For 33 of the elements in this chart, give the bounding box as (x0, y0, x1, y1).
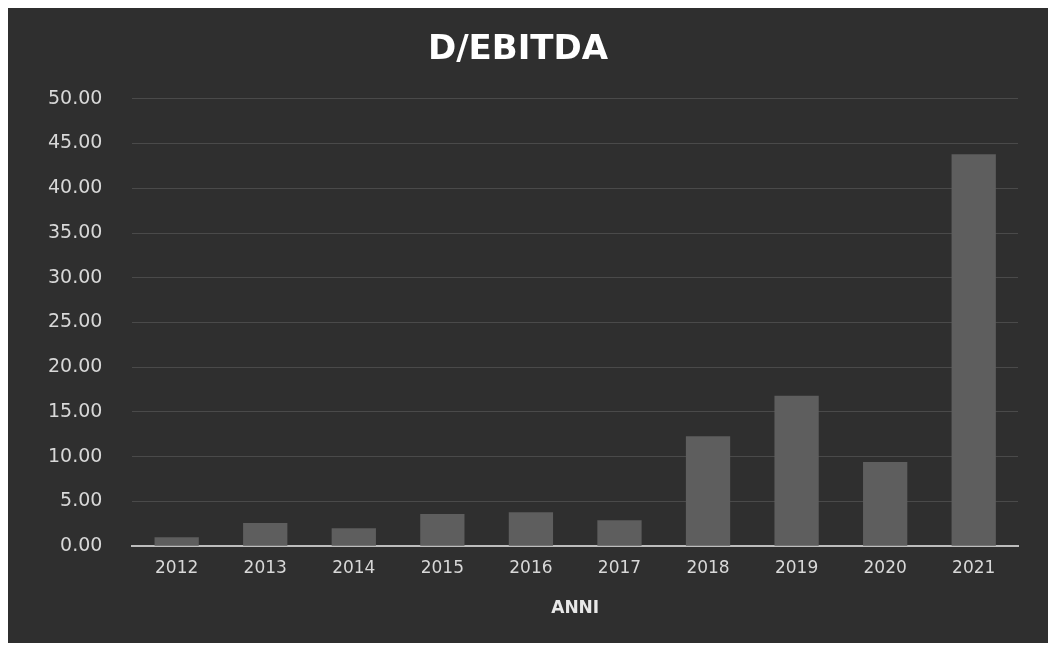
y-tick-label: 50.00 (47, 85, 103, 108)
y-tick-label: 40.00 (47, 175, 103, 198)
bar (774, 395, 819, 546)
chart-title: D/EBITDA (427, 27, 609, 68)
bar (951, 154, 996, 546)
x-tick-label: 2020 (863, 556, 907, 577)
bar (420, 513, 465, 546)
y-tick-label: 0.00 (60, 533, 103, 556)
x-tick-label: 2012 (155, 556, 199, 577)
bar (243, 522, 288, 546)
x-axis-title: ANNI (551, 597, 600, 618)
y-tick-label: 30.00 (47, 264, 103, 287)
x-tick-label: 2013 (243, 556, 287, 577)
bar (331, 528, 376, 546)
bar (597, 520, 642, 546)
x-tick-label: 2017 (597, 556, 642, 577)
y-tick-label: 35.00 (47, 219, 103, 242)
y-tick-label: 20.00 (47, 354, 103, 377)
x-tick-label: 2021 (952, 556, 996, 577)
bar (863, 462, 908, 546)
y-tick-label: 45.00 (47, 130, 103, 153)
bar (154, 537, 199, 546)
x-tick-label: 2016 (509, 556, 553, 577)
y-tick-label: 5.00 (60, 488, 103, 511)
x-tick-label: 2014 (332, 556, 376, 577)
bar (508, 512, 554, 546)
bar (685, 436, 731, 546)
x-tick-label: 2018 (686, 556, 730, 577)
x-tick-label: 2019 (774, 556, 819, 577)
y-tick-label: 15.00 (47, 398, 103, 421)
y-tick-label: 10.00 (47, 443, 103, 466)
x-tick-label: 2015 (420, 556, 464, 577)
y-tick-label: 25.00 (47, 309, 103, 332)
